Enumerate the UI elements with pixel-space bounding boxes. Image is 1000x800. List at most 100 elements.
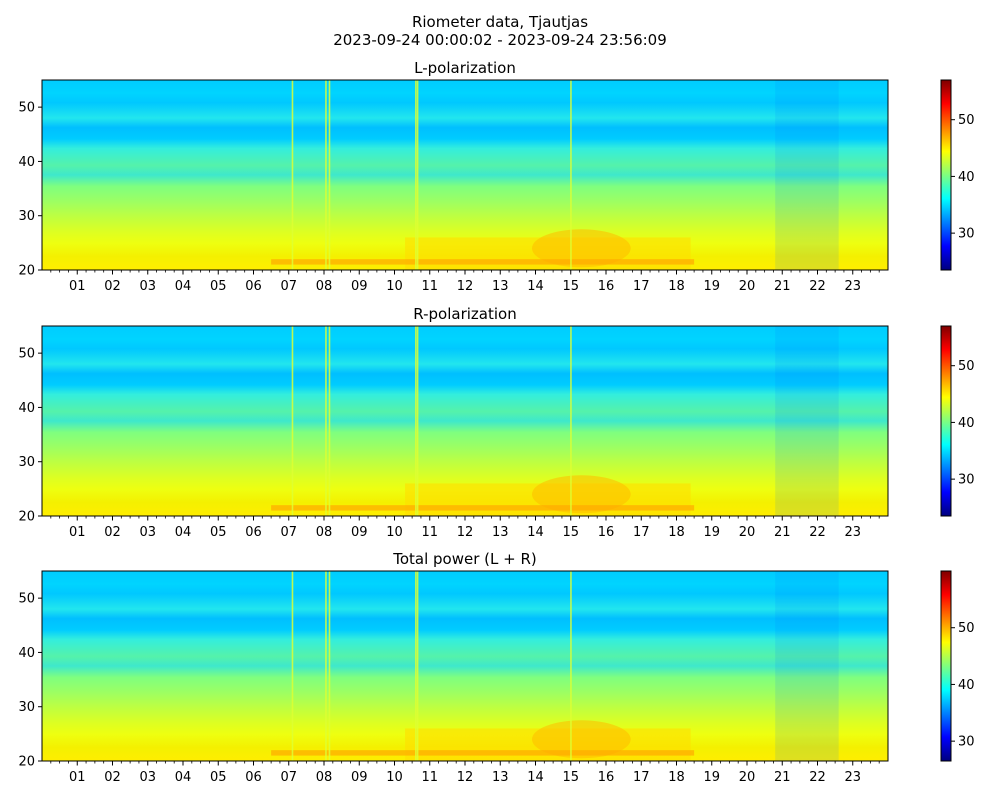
low-band-activity (271, 505, 695, 511)
panel-2: R-polarization 20 30 40 50 01 02 03 04 05 06 07 08 09… (18, 305, 974, 540)
x-tick-label: 17 (633, 525, 650, 540)
x-tick-label: 08 (316, 770, 333, 785)
figure-title-line1: Riometer data, Tjautjas (411, 13, 589, 31)
colorbar (940, 570, 952, 762)
vertical-streak (291, 326, 294, 516)
x-tick-label: 07 (280, 770, 297, 785)
x-tick-label: 23 (844, 279, 861, 294)
y-tick-label: 40 (18, 401, 35, 416)
x-tick-label: 12 (457, 279, 474, 294)
vertical-streak (328, 80, 331, 270)
y-tick-label: 40 (18, 646, 35, 661)
panel-title: R-polarization (413, 305, 516, 323)
x-tick-label: 07 (280, 279, 297, 294)
x-tick-label: 19 (703, 279, 720, 294)
x-tick-label: 03 (139, 279, 156, 294)
x-tick-label: 18 (668, 770, 685, 785)
vertical-streak (416, 80, 419, 270)
figure-title-line2: 2023-09-24 00:00:02 - 2023-09-24 23:56:0… (333, 31, 667, 49)
x-tick-label: 16 (598, 770, 615, 785)
x-tick-label: 21 (774, 525, 791, 540)
colorbar-tick-label: 50 (958, 621, 975, 636)
y-tick-label: 50 (18, 592, 35, 607)
low-band-activity (271, 259, 695, 265)
x-tick-label: 21 (774, 279, 791, 294)
y-tick-label: 50 (18, 347, 35, 362)
x-tick-label: 17 (633, 770, 650, 785)
x-tick-label: 11 (421, 279, 438, 294)
x-tick-label: 15 (562, 770, 579, 785)
colorbar (940, 79, 952, 271)
panel-title: Total power (L + R) (392, 550, 537, 568)
x-tick-label: 13 (492, 525, 509, 540)
x-tick-label: 04 (175, 770, 192, 785)
panel-1: L-polarization 20 30 40 50 01 02 03 04 05 06 07 08 09… (18, 59, 974, 294)
x-tick-label: 20 (739, 770, 756, 785)
late-hours-shading (775, 80, 839, 270)
x-tick-label: 11 (421, 525, 438, 540)
x-tick-label: 05 (210, 770, 227, 785)
x-tick-label: 03 (139, 770, 156, 785)
colorbar-tick-label: 50 (958, 359, 975, 374)
x-tick-label: 22 (809, 770, 826, 785)
late-hours-shading (775, 326, 839, 516)
x-tick-label: 12 (457, 525, 474, 540)
x-tick-label: 21 (774, 770, 791, 785)
x-tick-label: 14 (527, 279, 544, 294)
x-tick-label: 18 (668, 525, 685, 540)
colorbar (940, 325, 952, 517)
vertical-streak (328, 326, 331, 516)
vertical-streak (570, 326, 572, 516)
y-tick-label: 30 (18, 209, 35, 224)
vertical-streak (415, 571, 417, 761)
activity-peak (531, 720, 631, 759)
x-tick-label: 02 (104, 770, 121, 785)
x-tick-label: 09 (351, 279, 368, 294)
x-tick-label: 04 (175, 279, 192, 294)
x-tick-label: 01 (69, 279, 86, 294)
x-tick-label: 05 (210, 525, 227, 540)
vertical-streak (291, 571, 294, 761)
vertical-streak (415, 80, 417, 270)
x-tick-label: 04 (175, 525, 192, 540)
y-tick-label: 50 (18, 101, 35, 116)
x-tick-label: 10 (386, 279, 403, 294)
x-tick-label: 19 (703, 770, 720, 785)
x-tick-label: 06 (245, 279, 262, 294)
x-tick-label: 08 (316, 279, 333, 294)
vertical-streak (328, 571, 331, 761)
vertical-streak (416, 571, 419, 761)
x-tick-label: 09 (351, 770, 368, 785)
colorbar-tick-label: 40 (958, 170, 975, 185)
x-tick-label: 07 (280, 525, 297, 540)
x-tick-label: 03 (139, 525, 156, 540)
x-tick-label: 09 (351, 525, 368, 540)
x-tick-label: 14 (527, 525, 544, 540)
x-tick-label: 14 (527, 770, 544, 785)
x-tick-label: 17 (633, 279, 650, 294)
x-tick-label: 02 (104, 279, 121, 294)
vertical-streak (291, 80, 294, 270)
x-tick-label: 02 (104, 525, 121, 540)
panel-3: Total power (L + R) 20 30 40 50 01 02 03 04 05 06 0… (18, 550, 974, 785)
colorbar-tick-label: 40 (958, 416, 975, 431)
x-tick-label: 23 (844, 525, 861, 540)
x-tick-label: 22 (809, 525, 826, 540)
x-tick-label: 01 (69, 770, 86, 785)
x-tick-label: 20 (739, 279, 756, 294)
x-tick-label: 12 (457, 770, 474, 785)
activity-peak (531, 229, 631, 268)
colorbar-tick-label: 40 (958, 678, 975, 693)
x-tick-label: 16 (598, 279, 615, 294)
x-tick-label: 18 (668, 279, 685, 294)
x-tick-label: 05 (210, 279, 227, 294)
activity-peak (531, 475, 631, 514)
x-tick-label: 22 (809, 279, 826, 294)
x-tick-label: 16 (598, 525, 615, 540)
x-tick-label: 13 (492, 279, 509, 294)
colorbar-tick-label: 30 (958, 227, 975, 242)
x-tick-label: 06 (245, 525, 262, 540)
colorbar-tick-label: 30 (958, 473, 975, 488)
x-tick-label: 15 (562, 279, 579, 294)
x-tick-label: 19 (703, 525, 720, 540)
